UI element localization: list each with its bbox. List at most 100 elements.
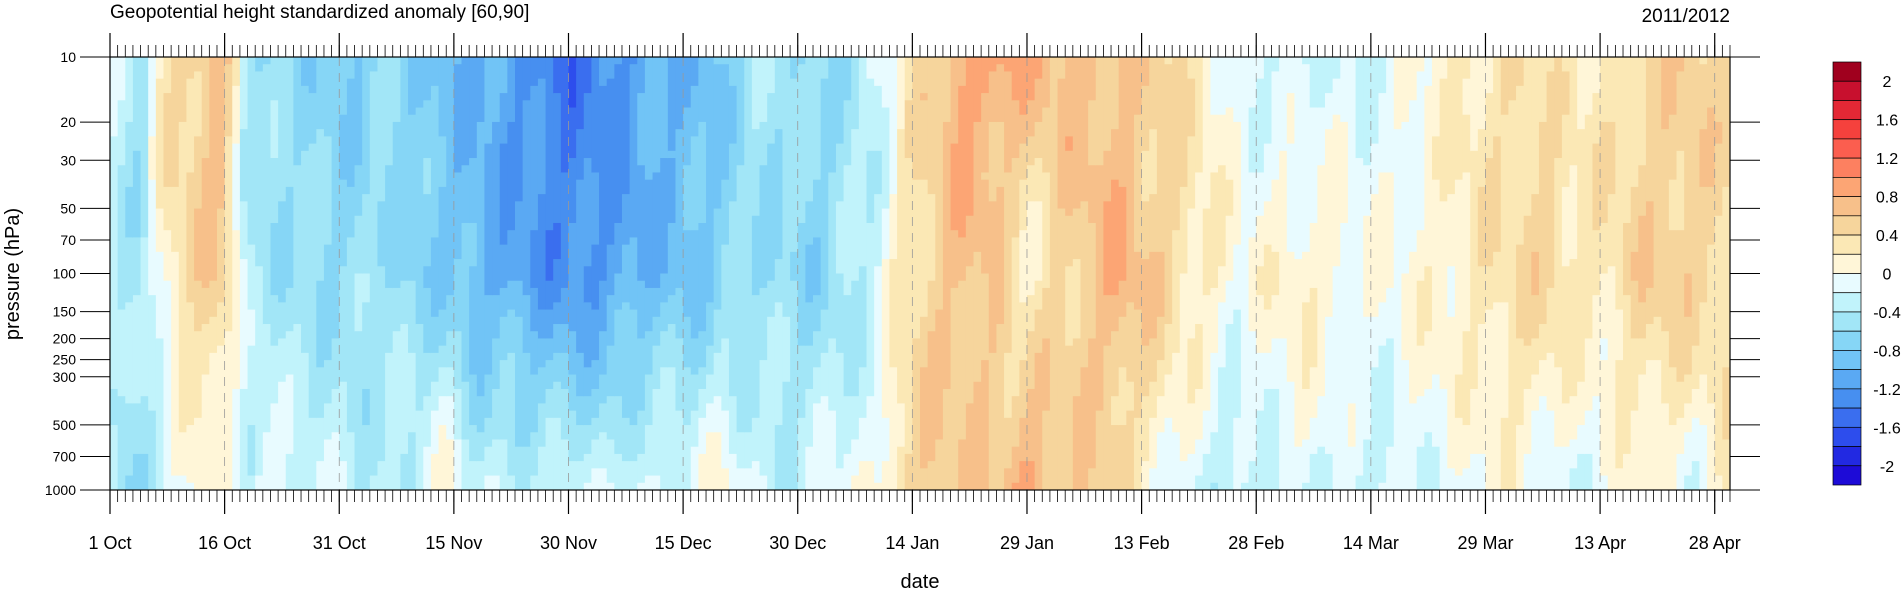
contour-cell [1577,129,1586,383]
contour-cell [232,230,241,390]
contour-cell [805,446,814,490]
contour-cell [537,78,547,195]
contour-cell [1248,237,1257,332]
contour-cell [1477,324,1487,455]
contour-cell [935,439,944,490]
contour-cell [1187,453,1196,490]
contour-cell [278,302,287,340]
contour-cell [920,316,929,368]
x-tick-label: 31 Oct [313,533,366,553]
contour-cell [1584,453,1594,490]
contour-cell [171,186,180,253]
contour-cell [576,57,585,130]
contour-cell [499,287,508,318]
contour-cell [1088,100,1097,166]
contour-cell [1386,338,1395,448]
contour-cell [323,136,333,246]
contour-cell [1493,57,1502,137]
contour-cell [270,403,279,490]
contour-cell [1149,251,1158,340]
y-tick-label: 100 [53,266,77,282]
contour-cell [1355,57,1364,159]
contour-cell [629,461,638,490]
contour-cell [981,273,990,361]
contour-cell [988,57,998,73]
contour-cell [224,64,233,137]
contour-cell [1684,475,1693,490]
contour-cell [1065,57,1074,137]
contour-cell [568,331,577,376]
contour-cell [316,367,325,419]
contour-cell [1195,388,1204,441]
contour-cell [599,57,608,87]
contour-cell [163,57,172,94]
colorbar-swatch [1832,215,1862,236]
contour-cell [346,78,356,188]
y-axis-label: pressure (hPa) [2,208,24,340]
contour-cell [1561,403,1571,448]
contour-cell [1538,121,1548,325]
x-axis-label: date [901,571,940,589]
contour-cell [1088,222,1097,340]
contour-cell [1699,302,1708,376]
contour-cell [1569,468,1578,490]
contour-cell [423,446,432,490]
contour-cell [1470,57,1479,152]
contour-cell [1042,57,1051,109]
contour-cell [782,381,791,490]
contour-cell [1149,194,1158,253]
contour-cell [239,57,249,130]
contour-cell [1607,121,1616,195]
contour-cell [155,208,165,253]
contour-cell [1638,302,1647,340]
contour-cell [1508,100,1517,490]
contour-cell [553,222,562,260]
contour-cell [1302,302,1311,390]
contour-cell [866,78,875,152]
contour-cell [675,410,684,490]
contour-cell [408,432,417,490]
contour-cell [1309,222,1318,289]
contour-cell [1294,57,1303,260]
contour-cell [178,432,188,477]
contour-cell [1424,331,1433,390]
contour-cell [553,352,562,383]
contour-cell [1026,331,1036,390]
contour-cell [545,338,554,361]
contour-cell [1218,367,1227,490]
contour-cell [1500,114,1509,303]
contour-cell [851,475,860,490]
contour-cell [377,57,386,202]
contour-cell [958,280,967,441]
contour-cell [560,172,570,289]
contour-cell [1088,338,1097,469]
contour-cell [1393,57,1403,130]
colorbar-swatch [1832,465,1862,486]
contour-cell [1630,280,1639,340]
contour-cell [262,432,272,490]
contour-cell [461,222,470,383]
contour-cell [912,338,921,490]
contour-cell [469,425,478,462]
contour-cell [530,230,539,289]
contour-cell [652,287,661,318]
contour-cell [1470,150,1479,390]
contour-cell [1347,403,1357,448]
contour-cell [201,287,210,325]
contour-cell [637,410,646,455]
contour-cell [813,403,822,490]
contour-cell [507,280,516,311]
contour-cell [316,129,325,282]
contour-cell [1271,179,1280,253]
contour-cell [912,57,921,181]
contour-cell [1256,266,1265,296]
colorbar-swatch [1832,350,1862,370]
contour-cell [698,331,707,368]
contour-cell [553,93,562,224]
contour-cell [377,201,386,267]
contour-cell [1164,374,1173,419]
contour-cell [415,57,424,109]
contour-cell [950,143,959,231]
contour-cell [453,57,463,65]
contour-cell [721,64,730,181]
